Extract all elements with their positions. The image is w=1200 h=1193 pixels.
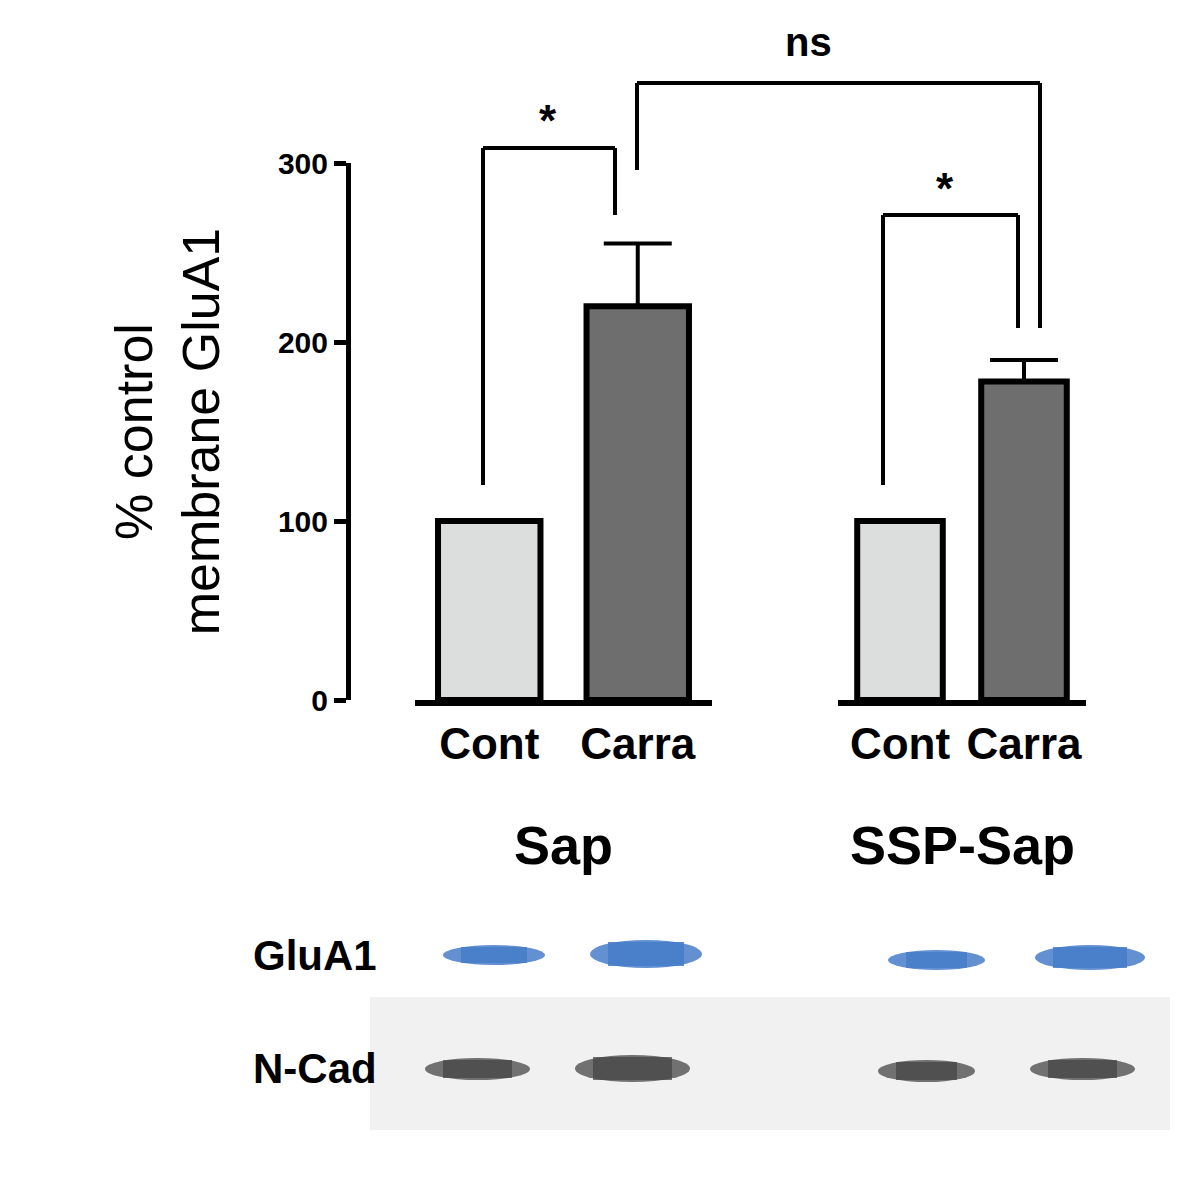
svg-text:*: * <box>936 164 954 213</box>
svg-text:GluA1: GluA1 <box>253 932 377 979</box>
svg-text:ns: ns <box>785 20 832 64</box>
svg-text:Cont: Cont <box>850 719 951 768</box>
svg-text:200: 200 <box>278 326 328 359</box>
svg-text:% controlmembrane GluA1: % controlmembrane GluA1 <box>105 228 231 636</box>
svg-text:SSP-Sap: SSP-Sap <box>850 815 1075 875</box>
svg-text:Carra: Carra <box>580 719 695 768</box>
svg-text:N-Cad: N-Cad <box>253 1045 377 1092</box>
svg-text:*: * <box>539 96 557 145</box>
svg-text:Sap: Sap <box>514 815 613 875</box>
svg-text:100: 100 <box>278 505 328 538</box>
svg-text:0: 0 <box>311 684 328 717</box>
svg-text:300: 300 <box>278 147 328 180</box>
svg-text:Carra: Carra <box>967 719 1082 768</box>
svg-text:Cont: Cont <box>439 719 540 768</box>
